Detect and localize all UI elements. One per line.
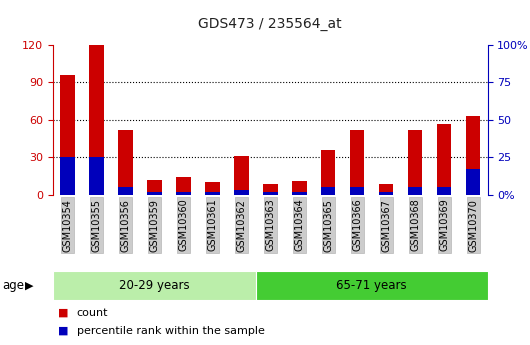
Bar <box>118 130 132 195</box>
Bar <box>205 192 219 195</box>
Bar <box>147 180 162 195</box>
Text: ■: ■ <box>58 308 69 318</box>
Bar <box>408 187 422 195</box>
Text: GSM10366: GSM10366 <box>352 199 362 252</box>
Text: GSM10363: GSM10363 <box>266 199 275 252</box>
Text: GSM10356: GSM10356 <box>120 199 130 252</box>
Bar <box>321 150 335 195</box>
Text: GSM10354: GSM10354 <box>63 199 73 252</box>
Text: GSM10360: GSM10360 <box>179 199 188 252</box>
Text: percentile rank within the sample: percentile rank within the sample <box>77 326 264 336</box>
Bar <box>437 187 452 195</box>
Bar <box>292 192 306 195</box>
Bar <box>234 156 249 195</box>
Text: GSM10370: GSM10370 <box>468 199 478 252</box>
Text: ▶: ▶ <box>25 280 34 290</box>
Text: age: age <box>3 279 25 292</box>
Bar <box>60 157 75 195</box>
Bar <box>437 124 452 195</box>
Text: ■: ■ <box>58 326 69 336</box>
Bar <box>89 157 104 195</box>
Bar <box>379 184 393 195</box>
Bar <box>466 169 480 195</box>
Text: GSM10362: GSM10362 <box>236 199 246 252</box>
Bar <box>60 75 75 195</box>
Text: 20-29 years: 20-29 years <box>119 279 190 292</box>
Text: GSM10361: GSM10361 <box>207 199 217 252</box>
Bar <box>350 187 365 195</box>
Bar <box>379 192 393 195</box>
Text: GSM10359: GSM10359 <box>149 199 160 252</box>
Bar <box>89 45 104 195</box>
Bar <box>176 177 191 195</box>
Bar <box>350 130 365 195</box>
Bar <box>321 187 335 195</box>
Text: GSM10365: GSM10365 <box>323 199 333 252</box>
Text: GSM10369: GSM10369 <box>439 199 449 252</box>
Text: 65-71 years: 65-71 years <box>337 279 407 292</box>
Bar <box>263 184 278 195</box>
Bar <box>147 192 162 195</box>
Bar <box>292 181 306 195</box>
Bar <box>466 116 480 195</box>
Text: GSM10367: GSM10367 <box>381 199 391 252</box>
Text: GSM10364: GSM10364 <box>294 199 304 252</box>
Bar <box>118 187 132 195</box>
Bar <box>205 183 219 195</box>
Bar <box>176 192 191 195</box>
Bar <box>263 192 278 195</box>
Text: GSM10355: GSM10355 <box>92 199 101 252</box>
Text: GDS473 / 235564_at: GDS473 / 235564_at <box>199 17 342 31</box>
Text: GSM10368: GSM10368 <box>410 199 420 252</box>
Bar <box>256 271 488 300</box>
Bar <box>53 271 256 300</box>
Bar <box>408 130 422 195</box>
Text: count: count <box>77 308 108 318</box>
Bar <box>234 190 249 195</box>
